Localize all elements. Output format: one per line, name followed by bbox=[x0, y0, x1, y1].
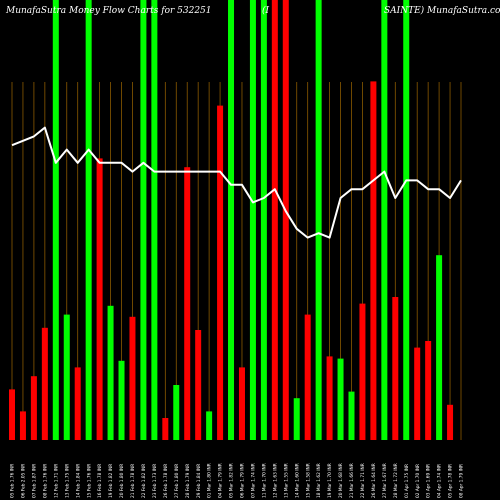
bar bbox=[436, 255, 443, 440]
x-tick-label: 07 Mar 1.74 INR bbox=[251, 463, 257, 498]
bar bbox=[74, 367, 81, 440]
x-tick-label: 22 Feb 1.82 INR bbox=[141, 464, 147, 498]
x-tick-label: 28 Mar 1.72 INR bbox=[393, 463, 399, 498]
x-tick-label: 11 Mar 1.70 INR bbox=[261, 463, 267, 498]
bar bbox=[238, 367, 245, 440]
x-tick-label: 12 Mar 1.63 INR bbox=[272, 463, 278, 498]
x-tick-label: 26 Feb 1.78 INR bbox=[163, 464, 169, 498]
x-tick-label: 21 Mar 1.66 INR bbox=[349, 463, 355, 498]
bar bbox=[370, 81, 377, 441]
x-tick-label: 02 Apr 1.70 INR bbox=[415, 464, 421, 498]
chart-header-mid: (I bbox=[262, 5, 270, 16]
x-tick-label: 01 Mar 1.80 INR bbox=[207, 463, 213, 498]
bar bbox=[107, 305, 114, 440]
bar bbox=[304, 314, 311, 440]
x-tick-label: 15 Mar 1.58 INR bbox=[305, 463, 311, 498]
bar bbox=[118, 360, 125, 440]
x-tick-label: 19 Feb 1.82 INR bbox=[108, 464, 114, 498]
bar bbox=[140, 0, 147, 440]
x-tick-label: 05 Feb 1.76 INR bbox=[10, 464, 16, 498]
bar bbox=[195, 330, 202, 440]
line-series bbox=[11, 126, 462, 239]
x-tick-label: 05 Apr 1.78 INR bbox=[448, 464, 454, 498]
x-tick-label: 21 Feb 1.78 INR bbox=[130, 464, 136, 498]
chart-header-right: SAINTE) MunafaSutra.com bbox=[384, 5, 500, 16]
x-tick-label: 13 Feb 1.75 INR bbox=[64, 464, 70, 498]
bar bbox=[425, 341, 432, 440]
bar bbox=[359, 303, 366, 440]
bar bbox=[162, 418, 169, 440]
x-tick-label: 14 Mar 1.60 INR bbox=[294, 463, 300, 498]
bar bbox=[315, 0, 322, 440]
bar bbox=[392, 297, 399, 440]
x-tick-label: 29 Feb 1.84 INR bbox=[196, 464, 202, 498]
bar bbox=[52, 0, 59, 440]
x-tick-label: 04 Mar 1.79 INR bbox=[218, 463, 224, 498]
money-flow-line bbox=[11, 126, 462, 239]
bar bbox=[63, 314, 70, 440]
bar bbox=[41, 327, 48, 440]
bar bbox=[403, 0, 410, 440]
bar-series bbox=[9, 0, 454, 441]
x-tick-label: 28 Feb 1.79 INR bbox=[185, 464, 191, 498]
x-tick-label: 27 Mar 1.67 INR bbox=[382, 463, 388, 498]
x-tick-label: 13 Mar 1.55 INR bbox=[283, 463, 289, 498]
x-tick-label: 18 Mar 1.62 INR bbox=[316, 463, 322, 498]
bar bbox=[447, 404, 454, 440]
bar bbox=[326, 356, 333, 440]
x-tick-label: 14 Feb 1.84 INR bbox=[75, 464, 81, 498]
chart-header-left: MunafaSutra Money Flow Charts for 532251 bbox=[5, 6, 212, 16]
x-tick-label: 08 Apr 1.79 INR bbox=[459, 464, 465, 498]
bar bbox=[337, 358, 344, 440]
bar bbox=[184, 167, 191, 440]
bar bbox=[381, 0, 388, 440]
bar bbox=[414, 347, 421, 440]
x-tick-label: 07 Feb 1.87 INR bbox=[32, 464, 38, 498]
x-tick-label: 06 Mar 1.79 INR bbox=[240, 463, 246, 498]
bar bbox=[206, 411, 213, 440]
x-tick-label: 04 Apr 1.74 INR bbox=[437, 464, 443, 498]
x-tick-label: 23 Feb 1.73 INR bbox=[152, 464, 158, 498]
x-tick-label: 16 Feb 1.78 INR bbox=[97, 464, 103, 498]
x-tick-label: 27 Feb 1.80 INR bbox=[174, 464, 180, 498]
bar bbox=[173, 385, 180, 440]
bar bbox=[217, 105, 224, 440]
x-tick-label: 20 Feb 1.80 INR bbox=[119, 464, 125, 498]
x-tick-label: 20 Mar 1.68 INR bbox=[338, 463, 344, 498]
bar bbox=[348, 391, 355, 440]
bar bbox=[282, 0, 289, 440]
x-tick-label: 15 Feb 1.76 INR bbox=[86, 464, 92, 498]
bar bbox=[19, 411, 26, 440]
bar bbox=[293, 398, 300, 440]
bar bbox=[96, 158, 103, 440]
x-tick-label: 26 Mar 1.64 INR bbox=[371, 463, 377, 498]
bar bbox=[228, 0, 235, 440]
bar bbox=[271, 0, 278, 440]
bar bbox=[151, 0, 158, 440]
bar bbox=[30, 376, 37, 440]
x-tick-label: 01 Apr 1.75 INR bbox=[404, 464, 410, 498]
x-axis-ticks: 05 Feb 1.76 INR 06 Feb 2.05 INR 07 Feb 1.8… bbox=[10, 463, 465, 498]
bar bbox=[85, 0, 92, 440]
bar bbox=[249, 0, 256, 440]
x-tick-label: 05 Mar 1.82 INR bbox=[229, 463, 235, 498]
bar bbox=[9, 389, 15, 440]
bar bbox=[260, 0, 267, 440]
x-tick-label: 12 Feb 1.71 INR bbox=[53, 464, 59, 498]
x-tick-label: 06 Feb 2.05 INR bbox=[21, 464, 27, 498]
x-tick-label: 22 Mar 1.71 INR bbox=[360, 463, 366, 498]
x-tick-label: 03 Apr 1.69 INR bbox=[426, 464, 432, 498]
bar bbox=[129, 316, 136, 440]
x-tick-label: 08 Feb 1.76 INR bbox=[42, 464, 48, 498]
x-tick-label: 19 Mar 1.70 INR bbox=[327, 463, 333, 498]
